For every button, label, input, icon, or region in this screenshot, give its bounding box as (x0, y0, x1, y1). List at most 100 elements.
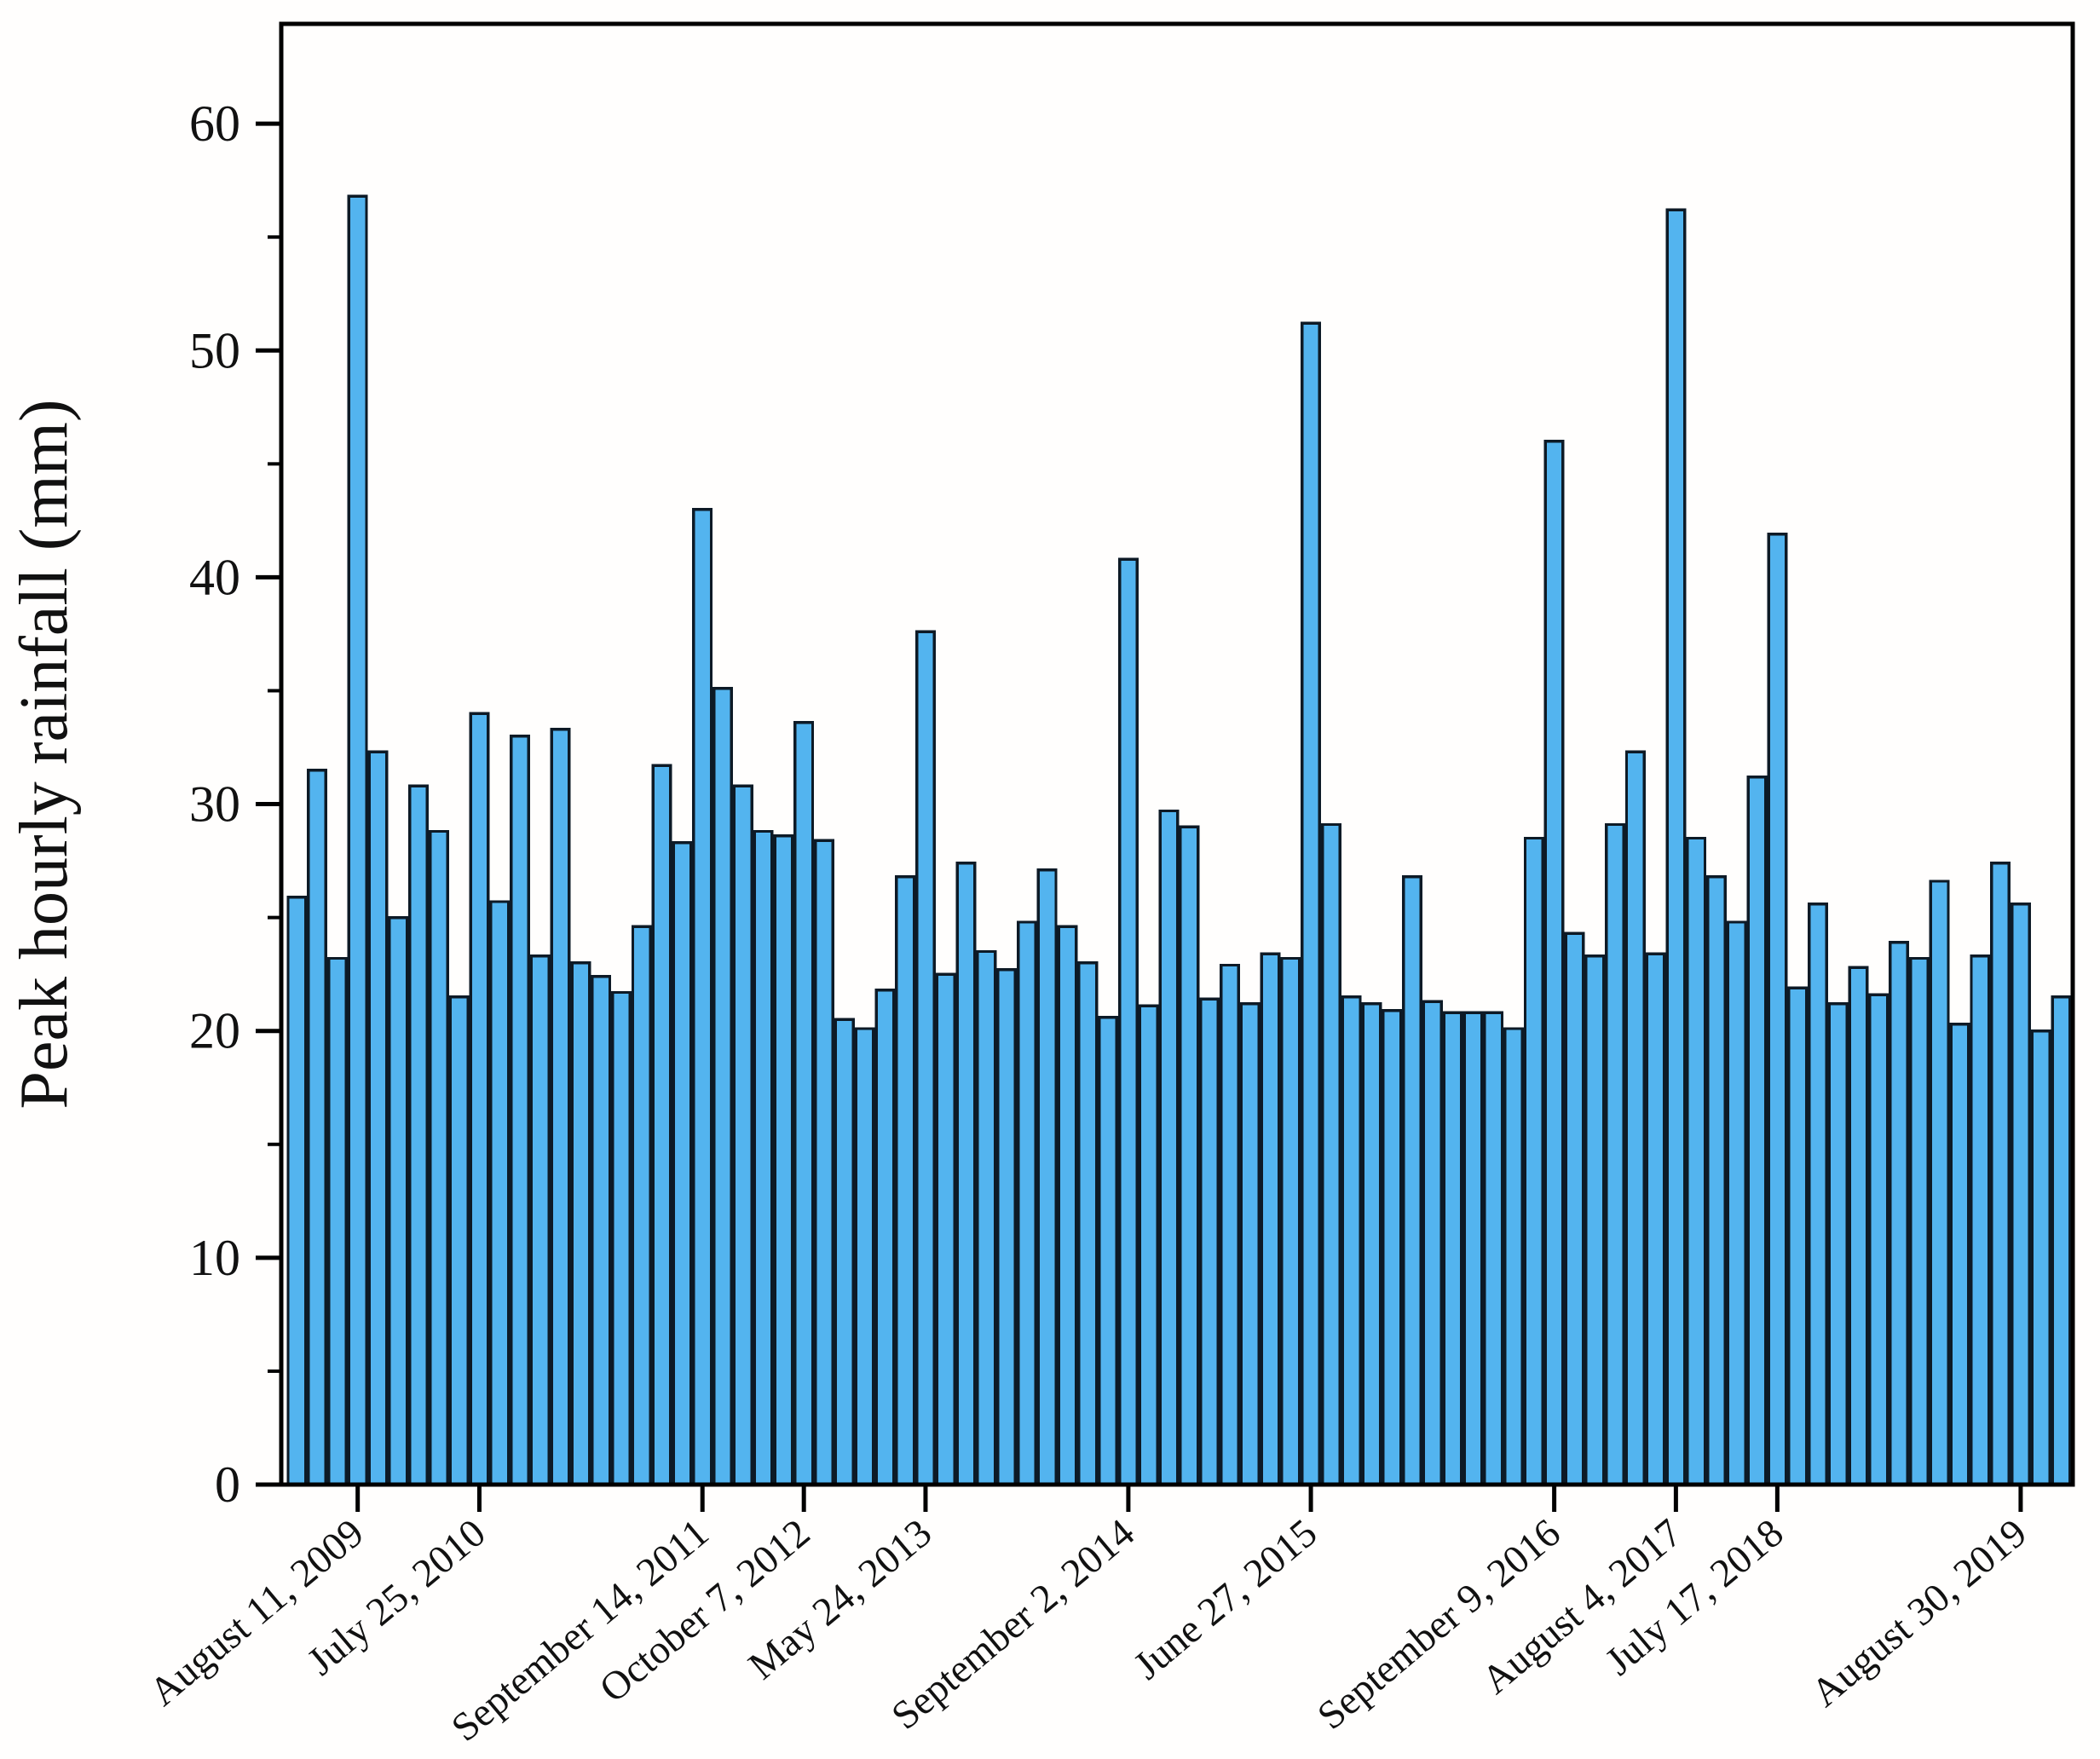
bar-9 (448, 995, 470, 1486)
bar-51 (1301, 321, 1322, 1486)
bar-36 (996, 968, 1018, 1486)
bar-42 (1117, 557, 1139, 1486)
bar-58 (1442, 1011, 1463, 1486)
x-tick-label-85: August 30, 2019 (1803, 1511, 2035, 1716)
y-tick-label-40: 40 (189, 549, 240, 605)
bar-6 (388, 915, 409, 1486)
bar-65 (1584, 954, 1606, 1486)
bar-25 (773, 834, 794, 1486)
y-tick-label-10: 10 (189, 1230, 240, 1286)
bar-55 (1382, 1008, 1403, 1486)
bar-59 (1462, 1011, 1484, 1486)
bar-21 (692, 507, 713, 1486)
bar-29 (854, 1027, 875, 1486)
bar-72 (1726, 920, 1747, 1486)
bar-67 (1624, 750, 1646, 1486)
bar-26 (793, 721, 815, 1486)
y-tick-label-60: 60 (189, 95, 240, 152)
bar-31 (895, 874, 916, 1486)
bars-layer (286, 194, 2072, 1486)
bar-34 (955, 862, 977, 1486)
bar-61 (1503, 1027, 1524, 1486)
bar-68 (1645, 952, 1666, 1486)
bar-63 (1543, 440, 1565, 1486)
plot-frame (279, 21, 2075, 1487)
bar-85 (1990, 862, 2011, 1486)
bar-4 (347, 194, 368, 1486)
bar-2 (307, 768, 328, 1486)
bar-66 (1604, 822, 1625, 1486)
bar-12 (510, 735, 531, 1486)
bar-43 (1138, 1004, 1159, 1486)
bar-64 (1564, 931, 1585, 1486)
bar-38 (1036, 868, 1058, 1486)
y-tick-label-30: 30 (189, 776, 240, 833)
bar-54 (1361, 1002, 1382, 1486)
bar-80 (1889, 941, 1910, 1486)
bar-13 (529, 954, 551, 1486)
bar-57 (1422, 1000, 1443, 1486)
bar-11 (489, 900, 511, 1486)
bar-73 (1746, 775, 1768, 1486)
bar-41 (1098, 1015, 1119, 1486)
bar-16 (591, 975, 612, 1486)
x-tick-label-50: June 27, 2015 (1126, 1511, 1325, 1689)
bar-70 (1686, 836, 1707, 1486)
bar-46 (1199, 997, 1220, 1486)
bar-87 (2030, 1029, 2051, 1486)
bar-60 (1483, 1011, 1504, 1486)
bar-17 (611, 990, 632, 1486)
bar-50 (1280, 956, 1301, 1486)
bar-10 (469, 712, 490, 1486)
y-tick-label-50: 50 (189, 322, 240, 378)
bar-1 (286, 895, 308, 1486)
bar-18 (631, 925, 652, 1486)
bar-30 (874, 989, 896, 1486)
bar-35 (976, 949, 997, 1486)
bar-8 (428, 829, 449, 1486)
bar-14 (550, 728, 571, 1486)
bar-7 (408, 784, 430, 1486)
bar-77 (1827, 1002, 1849, 1486)
bar-44 (1158, 809, 1180, 1486)
bar-84 (1970, 954, 1991, 1486)
bar-74 (1767, 533, 1788, 1486)
y-axis-title: Peak hourly rainfall (mm) (7, 399, 82, 1109)
bar-24 (753, 829, 774, 1486)
bar-39 (1057, 925, 1078, 1486)
bar-62 (1523, 836, 1544, 1486)
bar-82 (1929, 880, 1950, 1486)
bar-48 (1239, 1002, 1261, 1486)
bar-19 (651, 764, 672, 1486)
bar-69 (1665, 208, 1687, 1486)
bar-52 (1320, 822, 1341, 1486)
bar-75 (1787, 986, 1809, 1486)
y-tick-label-0: 0 (215, 1456, 240, 1513)
axes-layer (256, 21, 2075, 1512)
bar-28 (834, 1018, 855, 1486)
bar-56 (1402, 874, 1423, 1486)
bar-33 (935, 972, 956, 1486)
bar-79 (1868, 993, 1889, 1486)
bar-83 (1949, 1022, 1970, 1486)
bar-3 (326, 956, 348, 1486)
bar-23 (732, 784, 753, 1486)
x-tick-label-3: August 11, 2009 (141, 1511, 372, 1715)
bar-76 (1807, 902, 1828, 1486)
bar-81 (1908, 956, 1930, 1486)
bar-5 (367, 750, 389, 1486)
bar-45 (1179, 825, 1200, 1486)
bar-32 (914, 630, 936, 1486)
bar-40 (1077, 961, 1099, 1486)
bar-37 (1016, 920, 1037, 1486)
bar-20 (672, 841, 693, 1486)
y-tick-label-20: 20 (189, 1003, 240, 1059)
bar-78 (1848, 966, 1869, 1486)
bar-15 (570, 961, 591, 1486)
bar-47 (1219, 963, 1240, 1486)
bar-88 (2051, 995, 2072, 1486)
bar-86 (2010, 902, 2031, 1486)
bar-27 (814, 839, 835, 1486)
